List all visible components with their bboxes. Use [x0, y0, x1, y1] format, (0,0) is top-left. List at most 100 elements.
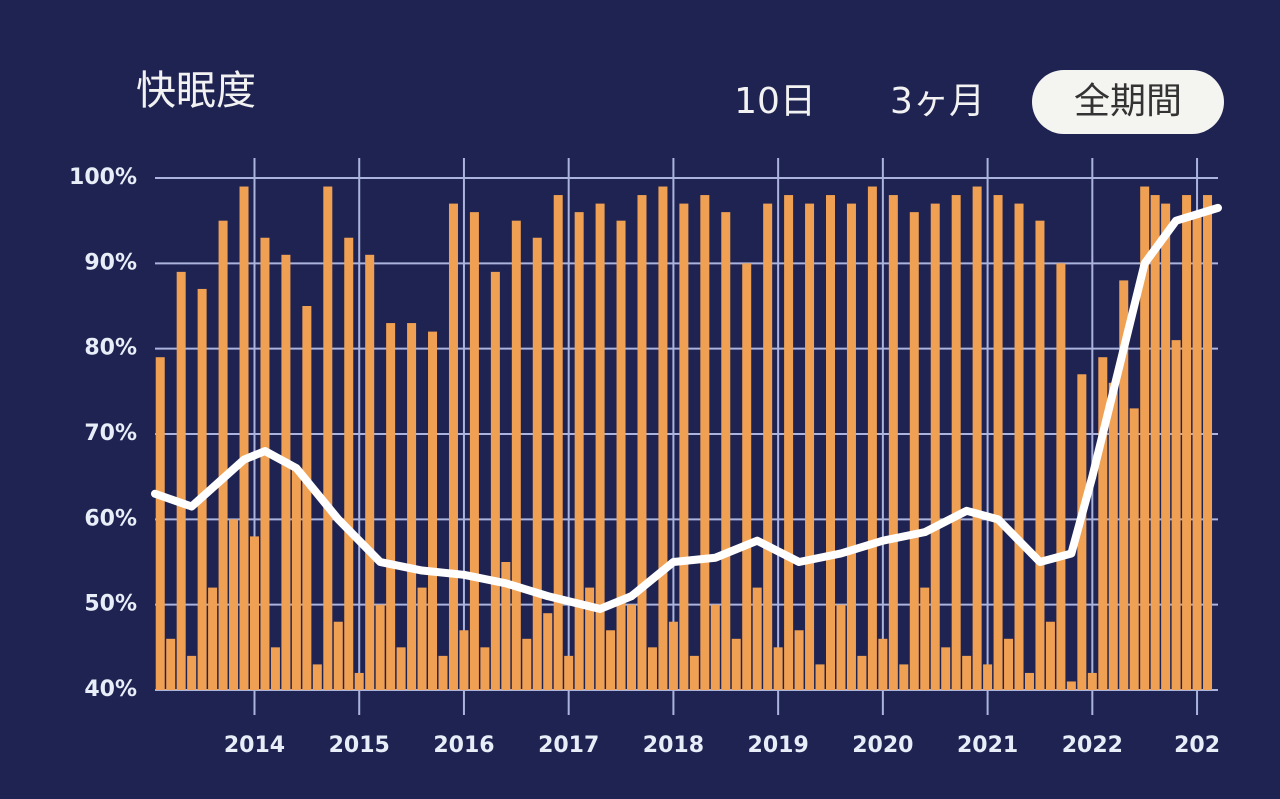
- bar: [459, 630, 469, 690]
- bar: [1045, 621, 1055, 690]
- bar: [501, 562, 511, 690]
- bar: [941, 647, 951, 690]
- bar: [1192, 212, 1202, 690]
- bar: [585, 587, 595, 690]
- bar: [647, 647, 657, 690]
- bar: [752, 587, 762, 690]
- x-tick-label: 202: [1174, 733, 1220, 758]
- bar: [773, 647, 783, 690]
- bar: [627, 604, 637, 690]
- bar: [742, 263, 752, 690]
- y-tick-label: 100%: [69, 165, 137, 190]
- bar: [930, 203, 940, 690]
- y-tick-label: 70%: [84, 421, 137, 446]
- bar: [867, 186, 877, 691]
- bar: [857, 655, 867, 690]
- bar: [920, 587, 930, 690]
- bar: [417, 587, 427, 690]
- bar: [1014, 203, 1024, 690]
- bar: [899, 664, 909, 690]
- bar: [1203, 195, 1213, 691]
- bar: [375, 604, 385, 690]
- bar: [1182, 195, 1192, 691]
- bar: [606, 630, 616, 690]
- bar: [993, 195, 1003, 691]
- bar: [616, 220, 626, 690]
- bar: [805, 203, 815, 690]
- bar: [1129, 408, 1139, 690]
- bar: [1108, 382, 1118, 690]
- bar: [396, 647, 406, 690]
- bar: [312, 664, 322, 690]
- bar: [1066, 681, 1076, 690]
- bar: [1171, 340, 1181, 690]
- bar: [794, 630, 804, 690]
- bar: [983, 664, 993, 690]
- bar: [710, 604, 720, 690]
- y-tick-label: 90%: [84, 250, 137, 275]
- bar: [1077, 374, 1087, 690]
- bar: [1150, 195, 1160, 691]
- y-tick-label: 40%: [84, 677, 137, 702]
- bar: [836, 604, 846, 690]
- x-tick-label: 2015: [329, 733, 390, 758]
- bar: [909, 212, 919, 690]
- bar: [197, 288, 207, 690]
- bar: [323, 186, 333, 691]
- bar: [208, 587, 218, 690]
- bar: [689, 655, 699, 690]
- bar: [658, 186, 668, 691]
- bar: [972, 186, 982, 691]
- bar: [260, 237, 270, 690]
- bar: [428, 331, 438, 690]
- bar: [679, 203, 689, 690]
- x-tick-label: 2021: [957, 733, 1018, 758]
- x-tick-label: 2019: [748, 733, 809, 758]
- range-button[interactable]: 10日: [734, 81, 816, 122]
- x-tick-label: 2017: [538, 733, 599, 758]
- bar: [480, 647, 490, 690]
- x-tick-label: 2014: [224, 733, 285, 758]
- x-tick-label: 2018: [643, 733, 704, 758]
- bar: [522, 638, 532, 690]
- bar: [270, 647, 280, 690]
- bar: [1140, 186, 1150, 691]
- bar: [595, 203, 605, 690]
- bar: [511, 220, 521, 690]
- bar: [218, 220, 228, 690]
- x-tick-label: 2016: [433, 733, 494, 758]
- bar: [888, 195, 898, 691]
- bar: [564, 655, 574, 690]
- bar: [668, 621, 678, 690]
- bar: [469, 212, 479, 690]
- bar: [1056, 263, 1066, 690]
- bar: [490, 271, 500, 690]
- trend-line: [151, 203, 1222, 613]
- range-button[interactable]: 3ヶ月: [890, 81, 985, 122]
- bar: [365, 254, 375, 691]
- bar: [846, 203, 856, 690]
- bar: [1098, 357, 1108, 690]
- bar: [155, 357, 165, 690]
- bar: [731, 638, 741, 690]
- bar: [333, 621, 343, 690]
- bar: [1004, 638, 1014, 690]
- bar: [407, 323, 417, 690]
- bars: [155, 186, 1213, 691]
- y-tick-label: 60%: [84, 506, 137, 531]
- bar: [721, 212, 731, 690]
- bar: [176, 271, 186, 690]
- bar: [448, 203, 458, 690]
- bar: [1161, 203, 1171, 690]
- bar: [763, 203, 773, 690]
- bar: [878, 638, 888, 690]
- chart-title: 快眠度: [136, 68, 256, 114]
- y-tick-label: 50%: [84, 592, 137, 617]
- bar: [1087, 672, 1097, 690]
- bar: [951, 195, 961, 691]
- bar: [386, 323, 396, 690]
- range-button[interactable]: 全期間: [1032, 70, 1224, 134]
- bar: [438, 655, 448, 690]
- bar: [302, 306, 312, 690]
